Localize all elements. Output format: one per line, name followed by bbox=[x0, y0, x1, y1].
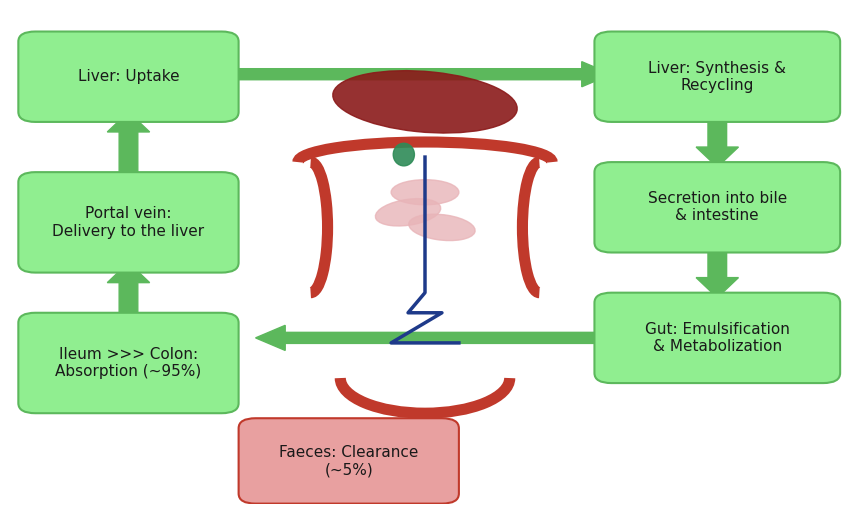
Ellipse shape bbox=[333, 71, 517, 133]
FancyArrow shape bbox=[107, 112, 150, 177]
FancyBboxPatch shape bbox=[594, 31, 840, 122]
FancyArrow shape bbox=[696, 112, 739, 167]
Ellipse shape bbox=[391, 180, 459, 205]
FancyBboxPatch shape bbox=[19, 172, 239, 273]
Ellipse shape bbox=[376, 198, 440, 226]
Ellipse shape bbox=[409, 214, 475, 240]
Text: Liver: Synthesis &
Recycling: Liver: Synthesis & Recycling bbox=[649, 61, 786, 93]
Text: Ileum >>> Colon:
Absorption (~95%): Ileum >>> Colon: Absorption (~95%) bbox=[55, 347, 201, 379]
Text: Liver: Uptake: Liver: Uptake bbox=[77, 69, 179, 84]
Text: Gut: Emulsification
& Metabolization: Gut: Emulsification & Metabolization bbox=[645, 322, 790, 354]
Text: Faeces: Clearance
(~5%): Faeces: Clearance (~5%) bbox=[279, 445, 418, 477]
Text: Secretion into bile
& intestine: Secretion into bile & intestine bbox=[648, 191, 787, 224]
FancyArrow shape bbox=[696, 242, 739, 298]
FancyArrow shape bbox=[222, 62, 611, 87]
FancyBboxPatch shape bbox=[19, 31, 239, 122]
FancyBboxPatch shape bbox=[594, 162, 840, 252]
FancyBboxPatch shape bbox=[594, 293, 840, 383]
FancyBboxPatch shape bbox=[19, 313, 239, 413]
FancyArrow shape bbox=[107, 263, 150, 318]
Ellipse shape bbox=[394, 143, 415, 166]
FancyBboxPatch shape bbox=[239, 418, 459, 503]
FancyArrow shape bbox=[256, 325, 611, 350]
Text: Portal vein:
Delivery to the liver: Portal vein: Delivery to the liver bbox=[53, 206, 205, 238]
